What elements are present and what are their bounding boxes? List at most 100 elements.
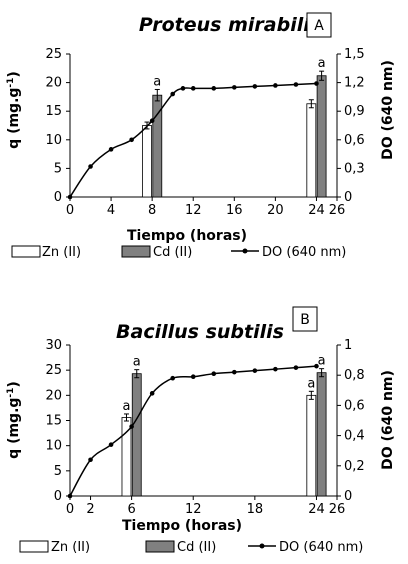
y-tick-label: 10 [45, 133, 62, 148]
legend-marker-do [242, 248, 248, 254]
legend-swatch-zn [19, 540, 49, 553]
legend-swatch-cd [121, 245, 151, 258]
y-axis-label: q (mg.g-1) [6, 71, 22, 149]
chart-panel-b: Bacillus subtilis B q (mg.g-1) DO (640 n… [6, 306, 396, 555]
series-point-do [149, 391, 155, 396]
series-line-do [69, 82, 317, 198]
series-point-do [88, 164, 93, 169]
series-point-do [252, 368, 258, 373]
data-label-cd: a [133, 355, 141, 370]
y-axis-label: q (mg.g-1) [6, 381, 22, 459]
chart-panel-a: Proteus mirabilis A q (mg.g-1) DO (640 n… [6, 12, 396, 260]
series-point-do [67, 194, 73, 200]
series-point-do [232, 369, 237, 375]
y2-tick-label: 0,6 [344, 398, 365, 413]
bar-cd [316, 75, 327, 198]
x-tick-label: 16 [226, 203, 243, 218]
y2-tick-label: 0 [344, 190, 352, 205]
x-tick-label: 12 [185, 203, 202, 218]
series-point-do [211, 371, 217, 376]
y2-tick-label: 0,9 [344, 104, 365, 119]
data-label-cd: a [153, 74, 161, 89]
panel-tag: A [314, 18, 324, 34]
y-tick-label: 25 [45, 363, 62, 378]
series-point-do [129, 137, 134, 143]
series-point-do [293, 365, 299, 370]
series-point-do [273, 366, 278, 372]
y2-tick-label: 0,4 [344, 429, 365, 444]
series-point-do [211, 86, 217, 91]
legend: Zn (II) Cd (II) DO (640 nm) [11, 245, 346, 260]
y-tick-label: 15 [45, 104, 62, 119]
y2-tick-label: 0,6 [344, 133, 365, 148]
y2-tick-label: 0,8 [344, 368, 365, 383]
chart-title: Bacillus subtilis [116, 321, 284, 343]
legend-swatch-zn [11, 245, 41, 258]
y-tick-label: 10 [45, 439, 62, 454]
x-tick-label: 2 [86, 502, 94, 517]
legend-swatch-cd [145, 540, 175, 553]
x-axis-label: Tiempo (horas) [122, 518, 242, 534]
y2-tick-label: 1 [344, 338, 352, 353]
legend-label-do: DO (640 nm) [262, 245, 346, 260]
bar-zn [142, 125, 152, 198]
y-tick-label: 20 [45, 388, 62, 403]
y-tick-label: 30 [45, 338, 62, 353]
y2-tick-label: 0,2 [344, 459, 365, 474]
series-point-do [88, 457, 93, 463]
legend: Zn (II) Cd (II) DO (640 nm) [19, 540, 363, 555]
x-tick-label: 12 [185, 502, 202, 517]
y-tick-label: 5 [54, 464, 62, 479]
series-point-do [67, 493, 73, 499]
panel-tag-box [292, 306, 318, 332]
series-point-do [170, 91, 175, 97]
x-tick-label: 20 [267, 203, 284, 218]
series-point-do [108, 442, 114, 447]
series-point-do [180, 86, 186, 91]
legend-label-do: DO (640 nm) [279, 540, 363, 555]
x-tick-label: 26 [329, 203, 346, 218]
series-point-do [149, 118, 155, 124]
series-point-do [170, 375, 175, 381]
x-tick-label: 24 [308, 203, 325, 218]
x-tick-label: 0 [66, 203, 74, 218]
panel-tag-box [306, 12, 332, 38]
y-tick-label: 20 [45, 76, 62, 91]
x-tick-label: 8 [148, 203, 156, 218]
data-label-cd: a [318, 56, 326, 71]
y2-axis-label: DO (640 nm) [380, 370, 396, 470]
x-tick-label: 6 [127, 502, 135, 517]
data-label-zn: a [307, 376, 315, 391]
y-tick-label: 15 [45, 414, 62, 429]
series-point-do [314, 81, 319, 86]
y2-tick-label: 0,3 [344, 161, 365, 176]
series-point-do [273, 83, 278, 88]
x-tick-label: 18 [247, 502, 264, 517]
series-point-do [314, 363, 319, 369]
y2-tick-label: 0 [344, 489, 352, 504]
series-point-do [293, 82, 299, 87]
y-tick-label: 5 [54, 161, 62, 176]
data-label-cd: a [318, 354, 326, 369]
legend-label-zn: Zn (II) [51, 540, 90, 555]
series-point-do [252, 84, 258, 89]
x-tick-label: 0 [66, 502, 74, 517]
y2-axis-label: DO (640 nm) [380, 60, 396, 160]
data-label-zn: a [122, 399, 130, 414]
bar-cd [316, 372, 327, 497]
series-point-do [190, 86, 196, 91]
legend-label-cd: Cd (II) [177, 540, 216, 555]
legend-label-zn: Zn (II) [42, 245, 81, 260]
bar-zn [306, 103, 317, 198]
bar-cd [131, 373, 142, 497]
series-point-do [232, 85, 237, 90]
chart-title: Proteus mirabilis [139, 14, 321, 36]
x-axis-label: Tiempo (horas) [127, 228, 247, 244]
series-point-do [190, 374, 196, 380]
panel-tag: B [300, 312, 310, 328]
x-tick-label: 4 [107, 203, 115, 218]
plot-area: 0 5 10 15 20 25 0 0,3 0,6 0,9 1,2 1,5 0 4 8 12 16 20 24 26 a… [45, 47, 364, 218]
y-tick-label: 0 [54, 489, 62, 504]
